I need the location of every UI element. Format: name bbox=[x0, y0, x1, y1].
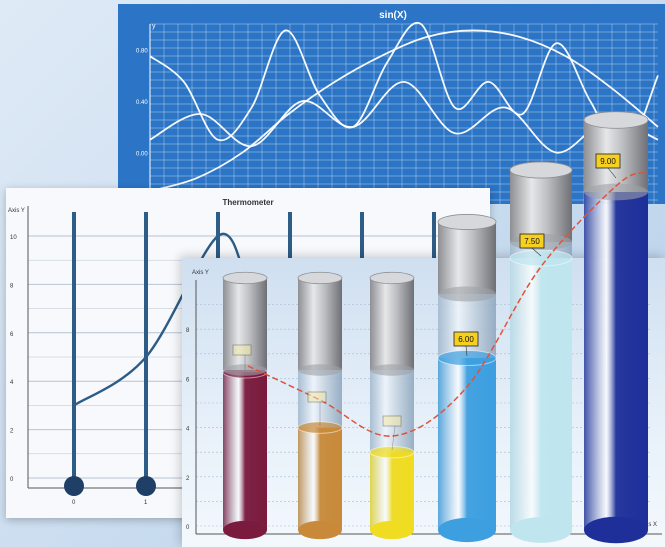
tube-cap-top bbox=[369, 271, 415, 285]
thermometer-bulb bbox=[136, 476, 156, 496]
tube-cap-top bbox=[509, 161, 573, 179]
thermometer-y-tick-label: 4 bbox=[10, 380, 14, 386]
tube-y-tick-label: 0 bbox=[186, 525, 190, 531]
tube-bars bbox=[222, 111, 649, 544]
tube-y-tick-label: 4 bbox=[186, 427, 190, 433]
tube-y-axis-label: Axis Y bbox=[192, 270, 209, 276]
tube-data-labels: 6.00 7.50 9.00 bbox=[232, 153, 621, 451]
tube-bottom bbox=[584, 516, 648, 544]
tube-cap-top bbox=[222, 271, 268, 285]
tube-y-ticks: 8 6 4 2 0 bbox=[186, 328, 190, 531]
thermometer-x-tick-label: 0 bbox=[72, 500, 76, 506]
tube-trend-line-path bbox=[247, 171, 646, 437]
sin-series-line bbox=[149, 80, 659, 154]
sin-series bbox=[149, 21, 659, 193]
tube-data-label-leader bbox=[391, 425, 396, 451]
tube-cap bbox=[298, 278, 342, 370]
tube-liquid bbox=[223, 372, 267, 530]
tube-cap-bottom bbox=[370, 364, 414, 376]
tube-x-axis-label: Axis X bbox=[640, 522, 657, 528]
tube-cap-top bbox=[437, 214, 497, 230]
thermometer-y-ticks: 10 8 6 4 2 0 bbox=[10, 235, 17, 483]
thermometer-y-axis-label: Axis Y bbox=[8, 208, 25, 214]
thermometer-y-tick-label: 10 bbox=[10, 235, 17, 241]
tube-cap-bottom bbox=[438, 286, 496, 302]
tube-data-label: 7.50 bbox=[524, 237, 540, 246]
thermometer-series bbox=[73, 232, 248, 407]
tube-bottom bbox=[438, 517, 496, 543]
tube-liquid-surface bbox=[437, 349, 497, 367]
tube-bar bbox=[369, 271, 415, 540]
sin-y-axis-label: y bbox=[152, 23, 156, 30]
tube-liquid bbox=[370, 452, 414, 530]
sin-y-tick-label: 0.40 bbox=[136, 100, 148, 106]
tube-liquid bbox=[298, 427, 342, 530]
tube-liquid bbox=[438, 358, 496, 530]
tube-grid bbox=[195, 280, 662, 535]
tube-bar bbox=[583, 111, 649, 544]
tube-liquid bbox=[510, 258, 572, 530]
tube-bottom bbox=[510, 517, 572, 543]
tube-data-label-leader bbox=[607, 167, 617, 179]
sin-chart-panel: sin(X) y 0.80 0.40 0.00 bbox=[118, 4, 665, 204]
sin-series-line bbox=[149, 29, 659, 193]
tube-bottom bbox=[223, 520, 267, 540]
tube-data-label-leader bbox=[465, 345, 468, 357]
thermometer-y-tick-label: 8 bbox=[10, 283, 14, 289]
tube-liquid bbox=[584, 180, 648, 530]
tube-bottom bbox=[298, 520, 342, 540]
tube-cap-bottom bbox=[584, 183, 648, 201]
sin-y-tick-label: 0.80 bbox=[136, 49, 148, 55]
thermometer-y-tick-label: 6 bbox=[10, 332, 14, 338]
tube-data-label-box bbox=[232, 344, 252, 356]
tube-trend-line bbox=[247, 171, 646, 437]
test-tube-chart: Axis Y Axis X 8 6 4 2 0 bbox=[186, 270, 662, 535]
sin-y-ticks: 0.80 0.40 0.00 bbox=[136, 49, 148, 158]
tube-liquid-surface bbox=[297, 421, 343, 434]
tube-data-label-box bbox=[382, 415, 402, 427]
tube-data-label-box bbox=[307, 391, 327, 403]
tube-cap bbox=[370, 278, 414, 370]
tube-cap-top bbox=[583, 111, 649, 129]
thermometer-x-tick-label: 1 bbox=[144, 500, 148, 506]
tube-bar bbox=[297, 271, 343, 540]
tube-cap bbox=[438, 222, 496, 294]
thermometer-bulb bbox=[64, 476, 84, 496]
thermometer-chart-title: Thermometer bbox=[222, 198, 273, 207]
tube-y-tick-label: 6 bbox=[186, 377, 190, 383]
thermometer-y-tick-label: 2 bbox=[10, 429, 14, 435]
thermometer-y-tick-label: 0 bbox=[10, 477, 14, 483]
sin-y-tick-label: 0.00 bbox=[136, 152, 148, 158]
sin-chart-title: sin(X) bbox=[379, 10, 407, 21]
tube-data-label: 6.00 bbox=[458, 335, 474, 344]
tube-data-label: 9.00 bbox=[600, 157, 616, 166]
tube-liquid-surface bbox=[509, 249, 573, 267]
tube-cap-bottom bbox=[298, 364, 342, 376]
tube-data-label-leader bbox=[531, 247, 542, 257]
tube-bar bbox=[437, 214, 497, 543]
tube-cap-bottom bbox=[223, 364, 267, 376]
tube-cap-top bbox=[297, 271, 343, 285]
tube-y-tick-label: 8 bbox=[186, 328, 190, 334]
tube-bar bbox=[222, 271, 268, 540]
thermometer-series-line bbox=[73, 232, 248, 407]
tube-bottom bbox=[370, 520, 414, 540]
tube-bar bbox=[509, 161, 573, 543]
tube-y-tick-label: 2 bbox=[186, 476, 190, 482]
tube-liquid-surface bbox=[369, 445, 415, 459]
tube-cap bbox=[510, 170, 572, 242]
sin-series-line bbox=[149, 21, 659, 154]
